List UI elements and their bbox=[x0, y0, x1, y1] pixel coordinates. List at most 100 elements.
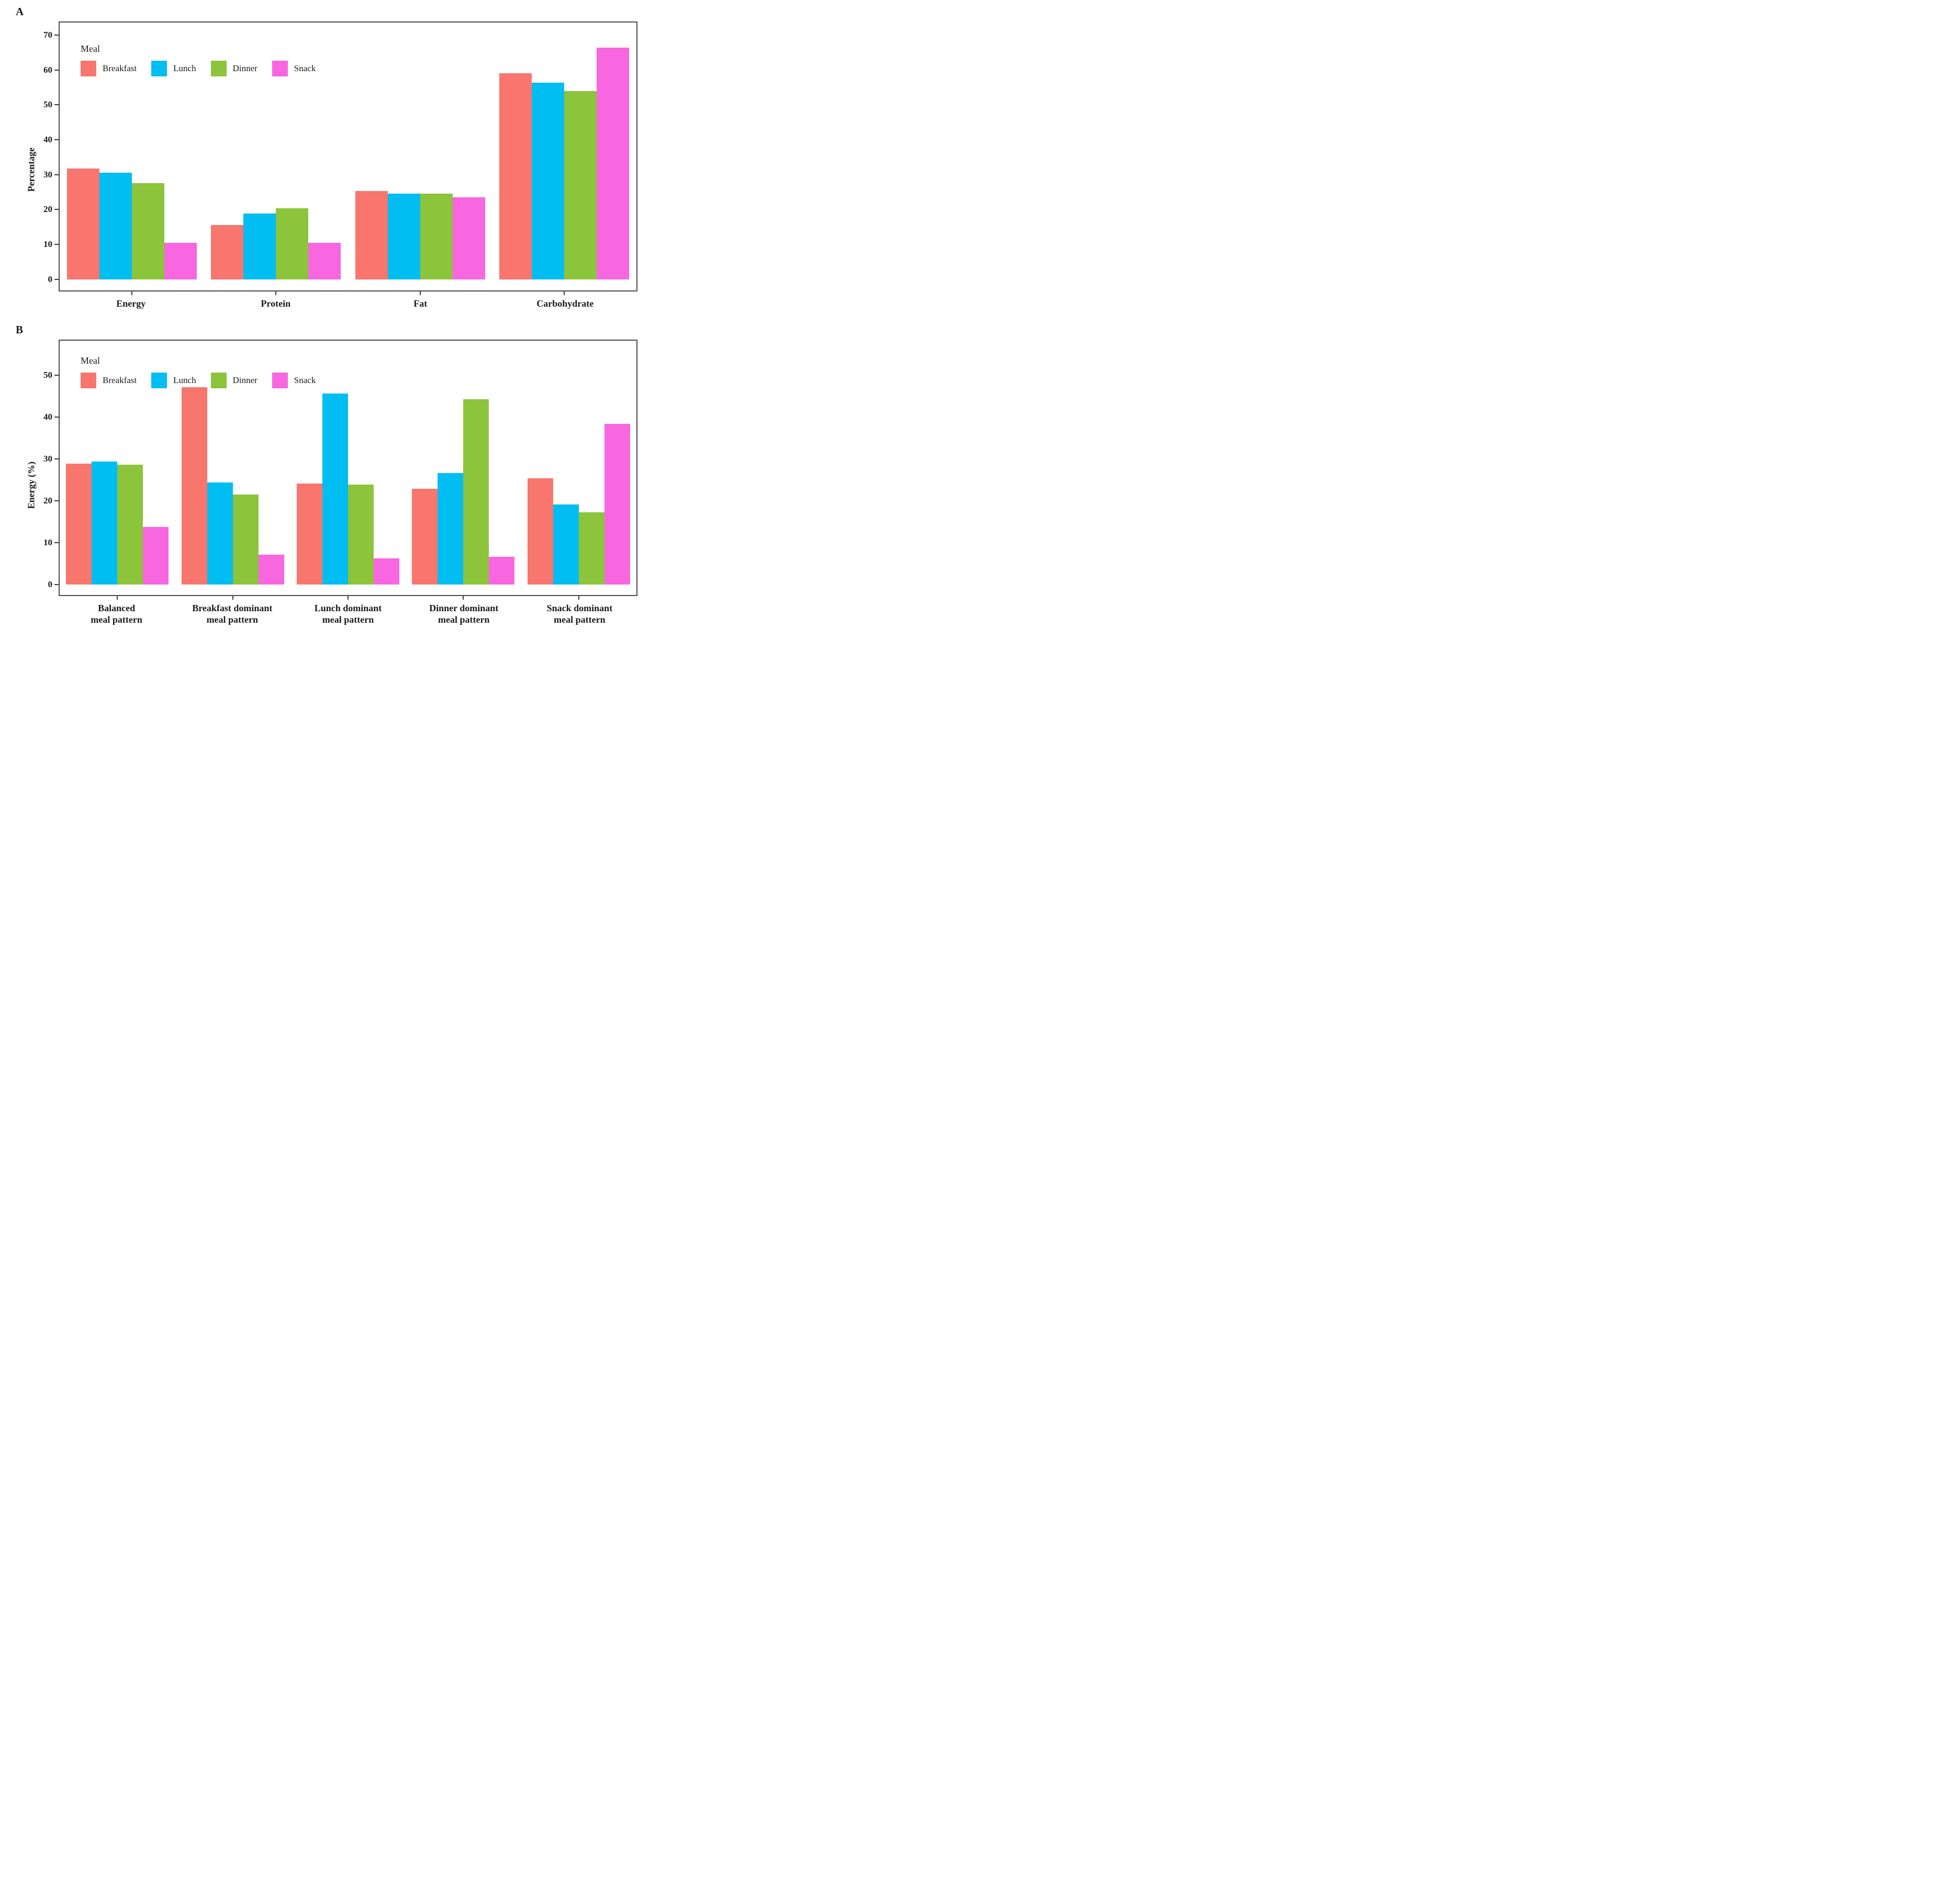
y-tick-mark-60 bbox=[54, 69, 59, 71]
legend-swatch-icon bbox=[151, 372, 167, 388]
bar-dinner-3 bbox=[463, 399, 489, 585]
x-tick-mark-1 bbox=[275, 291, 277, 295]
bar-dinner-2 bbox=[348, 484, 374, 585]
bar-group-protein bbox=[204, 23, 349, 279]
x-tick-mark-2 bbox=[348, 596, 349, 600]
legend: Meal Breakfast Lunch Dinner Snack bbox=[81, 43, 323, 76]
bar-snack-0 bbox=[143, 526, 169, 585]
legend-items: Breakfast Lunch Dinner Snack bbox=[81, 61, 323, 76]
bar-breakfast-3 bbox=[499, 73, 532, 279]
legend-swatch-icon bbox=[81, 61, 96, 76]
bar-lunch-4 bbox=[553, 504, 579, 585]
legend-label: Dinner bbox=[232, 63, 257, 73]
x-tick-mark-3 bbox=[463, 596, 464, 600]
legend-title: Meal bbox=[81, 43, 100, 54]
bar-breakfast-0 bbox=[66, 463, 92, 585]
panel-b-plot-area: 0 10 20 30 40 50 Meal Breakfast Lunch Dinner Snack bbox=[43, 339, 637, 600]
legend-item-breakfast: Breakfast bbox=[81, 61, 137, 76]
y-tick-mark-40 bbox=[54, 139, 59, 140]
bar-snack-2 bbox=[452, 197, 485, 279]
bar-snack-1 bbox=[308, 243, 341, 279]
bar-breakfast-1 bbox=[211, 225, 244, 279]
bar-breakfast-3 bbox=[412, 488, 438, 585]
legend: Meal Breakfast Lunch Dinner Snack bbox=[81, 355, 323, 388]
y-tick-label-60: 60 bbox=[43, 64, 52, 75]
y-tick-label-0: 0 bbox=[48, 579, 53, 590]
legend-item-lunch: Lunch bbox=[151, 372, 196, 388]
legend-item-lunch: Lunch bbox=[151, 61, 196, 76]
bar-group-energy bbox=[60, 23, 204, 279]
y-tick-label-50: 50 bbox=[43, 99, 52, 110]
legend-swatch-icon bbox=[272, 372, 288, 388]
y-tick-mark-30 bbox=[54, 458, 59, 460]
x-category-label: Lunch dominant meal pattern bbox=[314, 602, 382, 625]
x-tick-mark-0 bbox=[117, 596, 118, 600]
bar-group-dinner-dominant bbox=[406, 341, 521, 585]
bar-group-fat bbox=[348, 23, 492, 279]
x-tick-mark-0 bbox=[131, 291, 132, 295]
bar-group-snack-dominant bbox=[521, 341, 636, 585]
legend-item-dinner: Dinner bbox=[210, 61, 257, 76]
legend-item-snack: Snack bbox=[272, 61, 316, 76]
panel-b-bar-groups bbox=[60, 341, 636, 595]
x-tick-mark-3 bbox=[564, 291, 565, 295]
bar-group-balanced bbox=[60, 341, 175, 585]
bar-lunch-0 bbox=[99, 172, 132, 279]
bar-dinner-1 bbox=[276, 208, 309, 279]
bar-lunch-2 bbox=[387, 193, 420, 279]
bar-snack-1 bbox=[258, 554, 284, 585]
figure: A Percentage 0 10 20 30 40 50 60 70 Meal Breakfas… bbox=[0, 0, 654, 650]
bar-lunch-2 bbox=[322, 394, 349, 585]
panel-b-y-axis-title: Energy (%) bbox=[26, 462, 37, 509]
panel-b-label: B bbox=[16, 323, 24, 336]
bar-dinner-0 bbox=[131, 183, 164, 279]
x-category-label: Fat bbox=[413, 298, 428, 309]
legend-item-snack: Snack bbox=[272, 372, 316, 388]
legend-swatch-icon bbox=[210, 372, 227, 388]
bar-dinner-4 bbox=[578, 512, 604, 585]
y-tick-label-70: 70 bbox=[43, 30, 52, 40]
y-tick-label-10: 10 bbox=[43, 537, 52, 548]
legend-label: Snack bbox=[294, 63, 316, 73]
y-tick-mark-10 bbox=[54, 542, 59, 544]
x-category-label: Snack dominant meal pattern bbox=[546, 602, 613, 625]
bar-snack-0 bbox=[164, 243, 197, 279]
y-tick-mark-50 bbox=[54, 104, 59, 106]
bar-snack-3 bbox=[489, 556, 515, 585]
panel-a: A Percentage 0 10 20 30 40 50 60 70 Meal Breakfas… bbox=[6, 5, 650, 310]
legend-swatch-icon bbox=[81, 372, 96, 388]
y-tick-label-10: 10 bbox=[43, 239, 52, 249]
y-tick-mark-50 bbox=[54, 374, 59, 376]
bar-dinner-1 bbox=[232, 495, 259, 585]
legend-label: Breakfast bbox=[103, 63, 137, 73]
y-tick-mark-0 bbox=[54, 278, 59, 280]
bar-breakfast-1 bbox=[181, 387, 207, 585]
y-tick-label-30: 30 bbox=[43, 454, 52, 464]
bar-breakfast-4 bbox=[527, 478, 553, 585]
bar-dinner-2 bbox=[420, 193, 453, 279]
y-tick-label-20: 20 bbox=[43, 204, 52, 215]
bar-group-breakfast-dominant bbox=[175, 341, 290, 585]
bar-lunch-0 bbox=[92, 461, 118, 585]
x-category-label: Energy bbox=[116, 298, 146, 309]
bar-group-carbohydrate bbox=[492, 23, 637, 279]
x-tick-mark-4 bbox=[578, 596, 579, 600]
legend-item-breakfast: Breakfast bbox=[81, 372, 137, 388]
y-tick-mark-20 bbox=[54, 209, 59, 210]
legend-label: Snack bbox=[294, 375, 316, 385]
panel-a-bar-groups bbox=[60, 23, 636, 290]
legend-label: Lunch bbox=[173, 63, 196, 73]
bar-snack-4 bbox=[604, 423, 630, 585]
bar-breakfast-2 bbox=[297, 483, 323, 585]
panel-a-plot-wrap: Percentage 0 10 20 30 40 50 60 70 Meal Breakfast L… bbox=[26, 21, 637, 310]
legend-swatch-icon bbox=[210, 61, 227, 76]
panel-b: B Energy (%) 0 10 20 30 40 50 Meal Breakfast Lun… bbox=[6, 323, 650, 626]
x-tick-mark-2 bbox=[419, 291, 421, 295]
y-tick-label-40: 40 bbox=[43, 412, 52, 422]
legend-swatch-icon bbox=[151, 61, 167, 76]
panel-a-label: A bbox=[16, 5, 24, 18]
x-category-label: Breakfast dominant meal pattern bbox=[192, 602, 273, 625]
y-tick-label-40: 40 bbox=[43, 134, 52, 144]
y-tick-mark-20 bbox=[54, 500, 59, 502]
legend-label: Breakfast bbox=[103, 375, 137, 385]
